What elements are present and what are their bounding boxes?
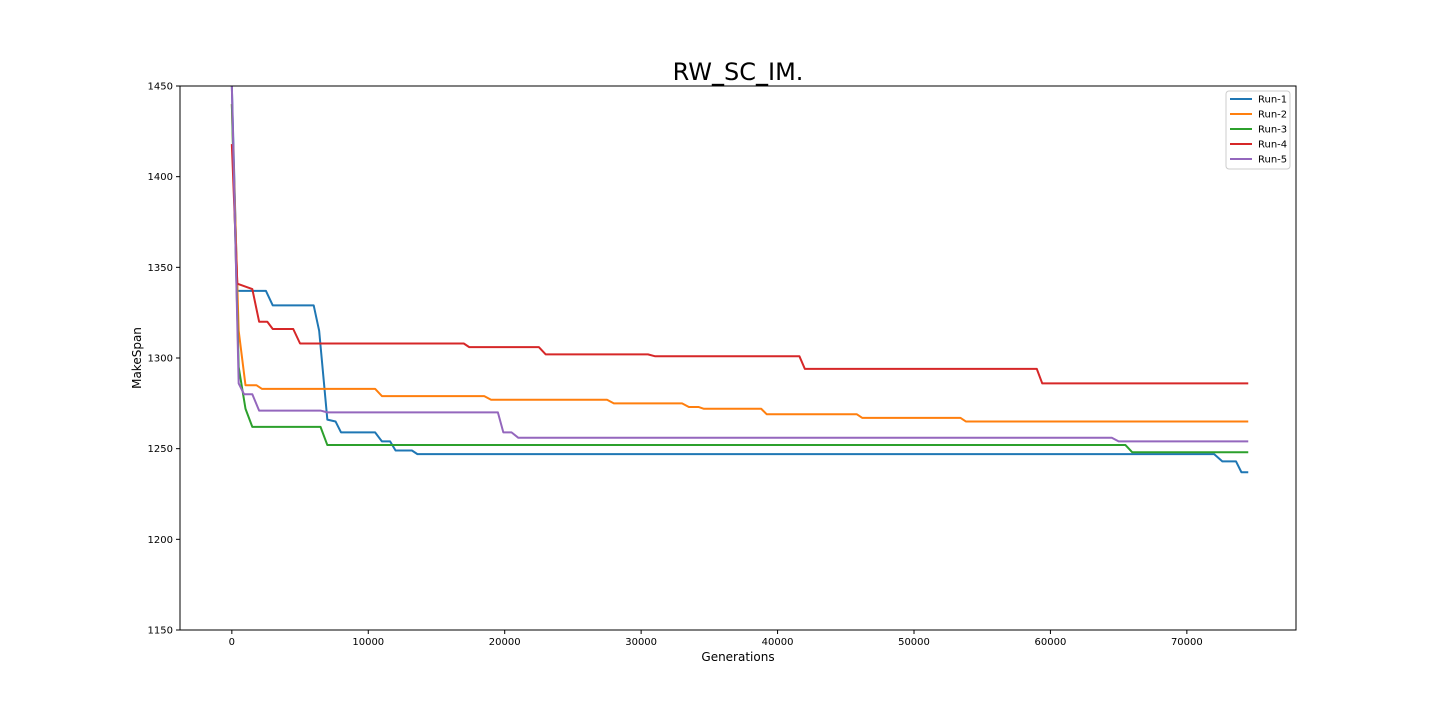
legend-label-run-5: Run-5 <box>1258 155 1287 166</box>
legend-label-run-2: Run-2 <box>1258 110 1287 121</box>
legend-box <box>1225 90 1291 170</box>
x-tick-label: 60000 <box>1035 637 1067 648</box>
x-tick-label: 20000 <box>489 637 521 648</box>
series-line-run-3 <box>230 104 1249 454</box>
y-tick-label: 1300 <box>148 354 173 365</box>
x-tick-label: 10000 <box>352 637 384 648</box>
y-tick-label: 1250 <box>148 444 173 455</box>
series-layer <box>230 86 1249 474</box>
x-tick-label: 30000 <box>625 637 657 648</box>
y-tick-label: 1150 <box>148 626 173 637</box>
x-axis: 0 10000 20000 30000 40000 50000 60000 70000 <box>229 630 1203 648</box>
x-tick-label: 70000 <box>1171 637 1203 648</box>
legend-label-run-1: Run-1 <box>1258 95 1287 106</box>
legend-label-run-4: Run-4 <box>1258 140 1287 151</box>
series-line-run-4 <box>230 143 1249 385</box>
series-line-run-2 <box>230 104 1249 423</box>
y-axis-label: MakeSpan <box>130 327 144 389</box>
x-tick-label: 50000 <box>898 637 930 648</box>
legend-label-run-3: Run-3 <box>1258 125 1287 136</box>
legend: Run-1 Run-2 Run-3 Run-4 Run-5 <box>1225 90 1291 170</box>
series-line-run-5 <box>230 86 1249 443</box>
y-tick-label: 1400 <box>148 172 173 183</box>
y-tick-label: 1450 <box>148 82 173 93</box>
chart-title: RW_SC_IM. <box>673 58 804 86</box>
y-tick-label: 1350 <box>148 263 173 274</box>
x-tick-label: 40000 <box>762 637 794 648</box>
series-line-run-1 <box>230 86 1249 474</box>
y-axis: 1150 1200 1250 1300 1350 1400 1450 <box>148 82 180 637</box>
y-tick-label: 1200 <box>148 535 173 546</box>
x-tick-label: 0 <box>229 637 235 648</box>
x-axis-label: Generations <box>701 650 774 664</box>
